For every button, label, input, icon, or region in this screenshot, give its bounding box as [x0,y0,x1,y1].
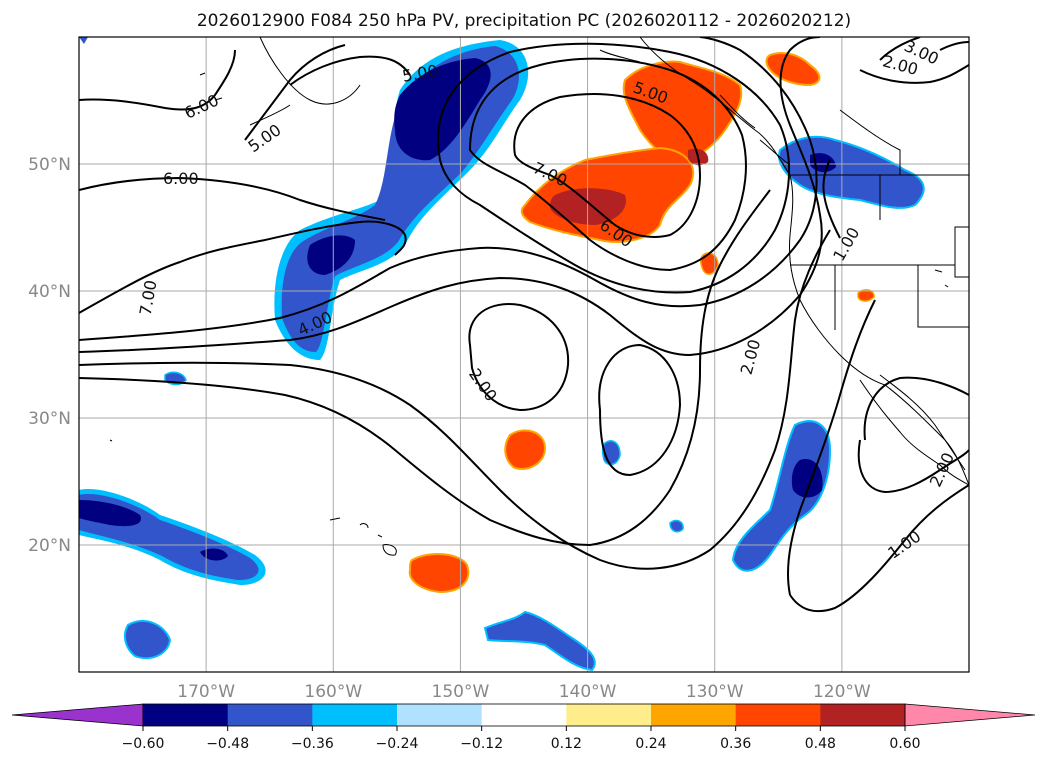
precip-blob-orange-1 [504,429,547,470]
pv-contour-loop-north [79,49,236,111]
plot-title: 2026012900 F084 250 hPa PV, precipitatio… [197,11,851,31]
colorbar-cell [397,704,483,726]
border-states [790,175,969,330]
lat-tick-label: 40°N [28,282,71,302]
colorbar-tick-label: −0.48 [206,736,249,752]
lon-tick-label: 170°W [177,682,235,702]
pv-contour-2-inner [79,189,771,547]
lon-tick-label: 150°W [432,682,490,702]
pv-contour-5-north [244,44,346,141]
precip-blob-orange-3 [700,252,719,275]
colorbar-ticks: −0.60 −0.48 −0.36 −0.24 −0.12 0.12 0.24 0.36 0.4… [122,726,921,752]
colorbar-cell [735,704,821,726]
precip-area-south [123,620,172,660]
pv-contours [79,37,969,613]
longitude-labels: 170°W 160°W 150°W 140°W 130°W 120°W [177,682,871,702]
pv-contour-6-central [468,57,747,272]
precip-blob-small-3 [669,519,684,533]
precip-core-jet-lower [307,235,355,275]
pv-contour-1-east [787,299,876,596]
hawaii-islands [329,517,397,556]
colorbar-cell [820,704,906,726]
colorbar-tick-label: −0.24 [376,736,419,752]
colorbar-cell [312,704,398,726]
precip-area-south-band [483,610,596,672]
lon-tick-label: 120°W [813,682,871,702]
coastline-baja [859,379,969,486]
lat-tick-label: 30°N [28,409,71,429]
colorbar-cell [566,704,652,726]
pv-contour-5-north-2 [289,55,411,86]
colorbar-extend-max [904,703,1036,727]
precip-blob-orange-2 [408,553,470,594]
coastlines [109,37,969,556]
colorbar-cell [143,704,229,726]
map-panel: 6.00 5.00 5.00 6.00 7.00 4.00 5.00 7.00 … [28,36,970,702]
small-islands [109,72,949,442]
pv-contour-2-ne [859,64,969,84]
coastline-baja-east [879,374,966,471]
colorbar-extend-min [11,703,144,727]
precip-area-orange-ne [622,60,743,162]
colorbar-tick-label: −0.60 [122,736,165,752]
colorbar-tick-label: −0.36 [291,736,334,752]
colorbar-cell [481,704,567,726]
pv-contour-1-east-2 [789,484,969,613]
pv-contour-3-ne [879,37,969,61]
map-frame [78,36,970,673]
gridlines [79,37,969,672]
pv-contour-7-west [79,220,407,314]
colorbar-tick-label: 0.36 [720,736,751,752]
precip-blob-small-4 [79,37,88,44]
lon-tick-label: 130°W [686,682,744,702]
pv-contour-2-loop [468,303,570,412]
colorbar-cell [227,704,313,726]
lon-tick-label: 140°W [559,682,617,702]
pv-contour-5-central [437,42,790,294]
colorbar-tick-label: −0.12 [460,736,503,752]
border-canada-provinces [839,109,901,175]
pv-contour-1-mid [822,159,841,239]
pv-contour-3 [79,37,823,357]
coastline-alaska [249,37,361,126]
precip-blob-orange-4 [857,289,875,302]
pv-contour-4 [79,37,818,341]
contour-label: 6.00 [163,169,199,188]
colorbar-tick-label: 0.60 [889,736,920,752]
pv-contour-2-east-2 [857,439,969,494]
latitude-labels: 50°N 40°N 30°N 20°N [28,155,71,556]
lat-tick-label: 20°N [28,536,71,556]
colorbar-frame [142,703,906,727]
pv-contour-2-outer [79,229,831,570]
colorbar-cells [11,703,1036,727]
colorbar-tick-label: 0.24 [635,736,666,752]
lon-tick-label: 160°W [304,682,362,702]
pv-contour-6-west [79,176,386,221]
colorbar-cell [651,704,737,726]
colorbar: −0.60 −0.48 −0.36 −0.24 −0.12 0.12 0.24 0.36 0.4… [11,703,1036,752]
pv-contour-7-central [513,93,702,238]
lat-tick-label: 50°N [28,155,71,175]
colorbar-tick-label: 0.48 [805,736,836,752]
precip-area-baja [731,420,832,572]
pv-contour-2-east [863,376,969,441]
precip-core-west [79,500,141,527]
colorbar-tick-label: 0.12 [551,736,582,752]
precip-core-west-small [200,548,228,561]
pv-contour-1-loop [598,343,682,477]
